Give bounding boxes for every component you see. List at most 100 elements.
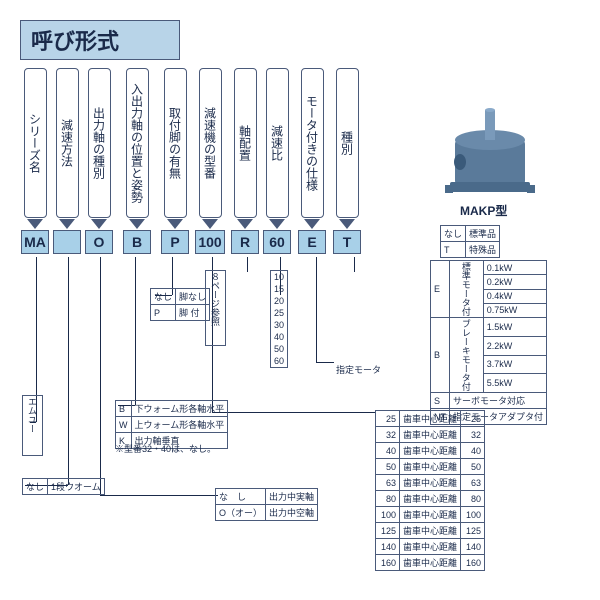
column-4: 取付脚の有無 P [160, 68, 190, 254]
dist-cell: 63 [376, 475, 400, 491]
code-box: P [161, 230, 189, 254]
line [100, 257, 101, 495]
dist-cell: 歯車中心距離 [400, 539, 461, 555]
line [316, 362, 334, 363]
column-1: 減速方法 [52, 68, 82, 254]
column-3: 入出力軸の位置と姿勢 B [116, 68, 158, 254]
ratio-val: 50 [271, 343, 288, 355]
arrow-down-icon [202, 219, 218, 229]
column-5: 減速機の型番 100 [192, 68, 228, 254]
dist-cell: 歯車中心距離 [400, 523, 461, 539]
arrow-down-icon [129, 219, 145, 229]
dist-cell: 歯車中心距離 [400, 475, 461, 491]
col-head: 減速機の型番 [199, 68, 222, 218]
dist-cell: 160 [461, 555, 485, 571]
arrow-down-icon [167, 219, 183, 229]
dist-cell: 160 [376, 555, 400, 571]
column-row: シリーズ名MA減速方法 出力軸の種別O入出力軸の位置と姿勢B取付脚の有無P減速機… [20, 68, 362, 254]
dist-cell: 32 [461, 427, 485, 443]
mu-table: エムユー [22, 395, 43, 456]
dist-cell: 125 [461, 523, 485, 539]
column-6: 軸配置R [230, 68, 260, 254]
dist-cell: 100 [376, 507, 400, 523]
dist-cell: 32 [376, 427, 400, 443]
ratio-val: 15 [271, 283, 288, 295]
column-7: 減速比 60 [262, 68, 292, 254]
dist-cell: 100 [461, 507, 485, 523]
code-box: MA [21, 230, 49, 254]
col-head: 減速比 [266, 68, 289, 218]
line [354, 257, 355, 272]
stage-table: なし1段ウオーム [22, 478, 105, 495]
dist-cell: 歯車中心距離 [400, 411, 461, 427]
arrow-down-icon [59, 219, 75, 229]
dist-cell: 歯車中心距離 [400, 555, 461, 571]
leg-table: なし脚なし P脚 付 [150, 288, 210, 321]
arrow-down-icon [91, 219, 107, 229]
dist-cell: 125 [376, 523, 400, 539]
gear-model-label: MAKP型 [460, 202, 507, 219]
ratio-val: 20 [271, 295, 288, 307]
ratio-val: 40 [271, 331, 288, 343]
dist-table: 25歯車中心距離2532歯車中心距離3240歯車中心距離4050歯車中心距離50… [375, 410, 485, 571]
page-title: 呼び形式 [20, 20, 180, 60]
column-8: モータ付きの仕様 E [294, 68, 330, 254]
dist-cell: 歯車中心距離 [400, 443, 461, 459]
dist-cell: 40 [376, 443, 400, 459]
code-box: O [85, 230, 113, 254]
motor-table: E標準モータ付0.1kW 0.2kW 0.4kW 0.75kW Bブレーキモータ… [430, 260, 547, 425]
dist-cell: 50 [461, 459, 485, 475]
line [247, 257, 248, 272]
code-box: R [231, 230, 259, 254]
column-9: 種別 T [332, 68, 362, 254]
arrow-down-icon [269, 219, 285, 229]
dist-cell: 歯車中心距離 [400, 507, 461, 523]
line [212, 412, 375, 413]
code-box: T [333, 230, 361, 254]
col-head: 出力軸の種別 [88, 68, 111, 218]
page-ref: ８ページ参照 [205, 270, 226, 346]
dist-cell: 40 [461, 443, 485, 459]
dist-cell: 140 [461, 539, 485, 555]
line [135, 257, 136, 405]
ratio-val: 60 [271, 355, 288, 368]
dist-cell: 歯車中心距離 [400, 459, 461, 475]
ratio-val: 10 [271, 271, 288, 284]
arrow-down-icon [304, 219, 320, 229]
col-head: 入出力軸の位置と姿勢 [126, 68, 149, 218]
code-box: 60 [263, 230, 291, 254]
dist-cell: 歯車中心距離 [400, 427, 461, 443]
code-box: B [123, 230, 151, 254]
col-head: 減速方法 [56, 68, 79, 218]
pos-note: ※型番32・40は、なし。 [115, 442, 216, 455]
col-head: 取付脚の有無 [164, 68, 187, 218]
dist-cell: 80 [376, 491, 400, 507]
arrow-down-icon [27, 219, 43, 229]
dist-cell: 歯車中心距離 [400, 491, 461, 507]
ratio-table: 1015202530405060 [270, 270, 288, 368]
dist-cell: 25 [461, 411, 485, 427]
dist-cell: 140 [376, 539, 400, 555]
arrow-down-icon [339, 219, 355, 229]
dist-cell: 50 [376, 459, 400, 475]
dist-cell: 80 [461, 491, 485, 507]
dist-cell: 63 [461, 475, 485, 491]
ratio-val: 25 [271, 307, 288, 319]
column-0: シリーズ名 MA [20, 68, 50, 254]
dist-cell: 25 [376, 411, 400, 427]
gear-illustration [440, 100, 550, 200]
col-head: モータ付きの仕様 [301, 68, 324, 218]
arrow-down-icon [237, 219, 253, 229]
col-head: 種別 [336, 68, 359, 218]
code-box [53, 230, 81, 254]
line [316, 257, 317, 362]
line [68, 257, 69, 485]
code-box: E [298, 230, 326, 254]
code-box: 100 [195, 230, 224, 254]
column-2: 出力軸の種別 O [84, 68, 114, 254]
ratio-val: 30 [271, 319, 288, 331]
shaft-table: な し出力中実軸 O（オー）出力中空軸 [215, 488, 318, 521]
col-head: シリーズ名 [24, 68, 47, 218]
motor-label: 指定モータ [336, 363, 381, 376]
type-table: なし標準品 T特殊品 [440, 225, 500, 258]
